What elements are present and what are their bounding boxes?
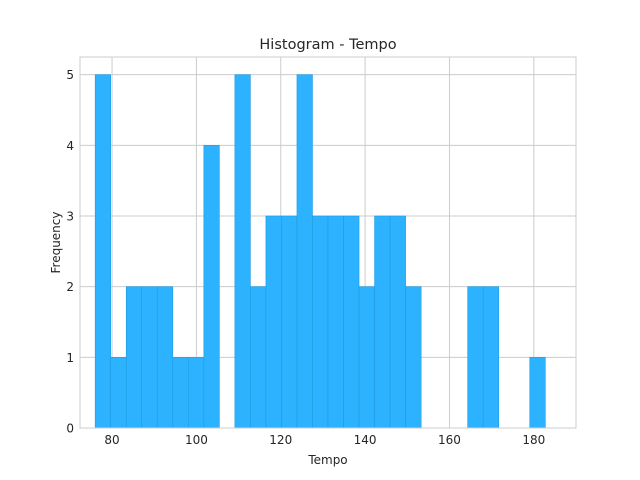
histogram-bar bbox=[203, 145, 220, 429]
chart-title: Histogram - Tempo bbox=[259, 37, 396, 53]
histogram-bar bbox=[265, 215, 282, 429]
histogram-bar bbox=[405, 286, 422, 429]
y-tick-label: 2 bbox=[66, 280, 74, 294]
y-tick-label: 1 bbox=[66, 351, 74, 365]
y-tick-label: 4 bbox=[66, 139, 74, 153]
histogram-bar bbox=[156, 286, 174, 429]
y-tick-label: 0 bbox=[66, 422, 74, 436]
histogram-bar bbox=[172, 357, 189, 429]
histogram-bar bbox=[467, 286, 484, 429]
histogram-bar bbox=[482, 286, 500, 429]
histogram-bar bbox=[125, 286, 143, 429]
histogram-bar bbox=[234, 74, 251, 429]
histogram-bar bbox=[250, 286, 267, 429]
x-tick-label: 80 bbox=[104, 433, 119, 447]
x-axis-label: Tempo bbox=[307, 453, 347, 467]
x-tick-label: 100 bbox=[185, 433, 208, 447]
histogram-bar bbox=[110, 357, 127, 429]
histogram-bar bbox=[374, 215, 391, 429]
x-tick-label: 180 bbox=[522, 433, 545, 447]
histogram-bar bbox=[312, 215, 329, 429]
bars-layer bbox=[94, 74, 546, 429]
y-axis-label: Frequency bbox=[49, 212, 63, 274]
x-tick-label: 120 bbox=[269, 433, 292, 447]
y-tick-labels: 0 1 2 3 4 5 bbox=[66, 68, 74, 435]
x-tick-label: 140 bbox=[354, 433, 377, 447]
histogram-bar bbox=[327, 215, 344, 429]
plot-frame bbox=[79, 56, 577, 429]
histogram-bar bbox=[188, 357, 205, 429]
x-tick-labels: 80 100 120 140 160 180 bbox=[104, 433, 545, 447]
histogram-bar bbox=[389, 215, 406, 429]
x-tick-label: 160 bbox=[438, 433, 461, 447]
histogram-bar bbox=[296, 74, 313, 429]
histogram-bar bbox=[281, 215, 298, 429]
histogram-bar bbox=[529, 357, 546, 429]
histogram-bar bbox=[343, 215, 360, 429]
histogram-bar bbox=[141, 286, 158, 429]
y-tick-label: 3 bbox=[66, 210, 74, 224]
histogram-bar bbox=[358, 286, 375, 429]
histogram-bar bbox=[94, 74, 112, 429]
y-tick-label: 5 bbox=[66, 68, 74, 82]
